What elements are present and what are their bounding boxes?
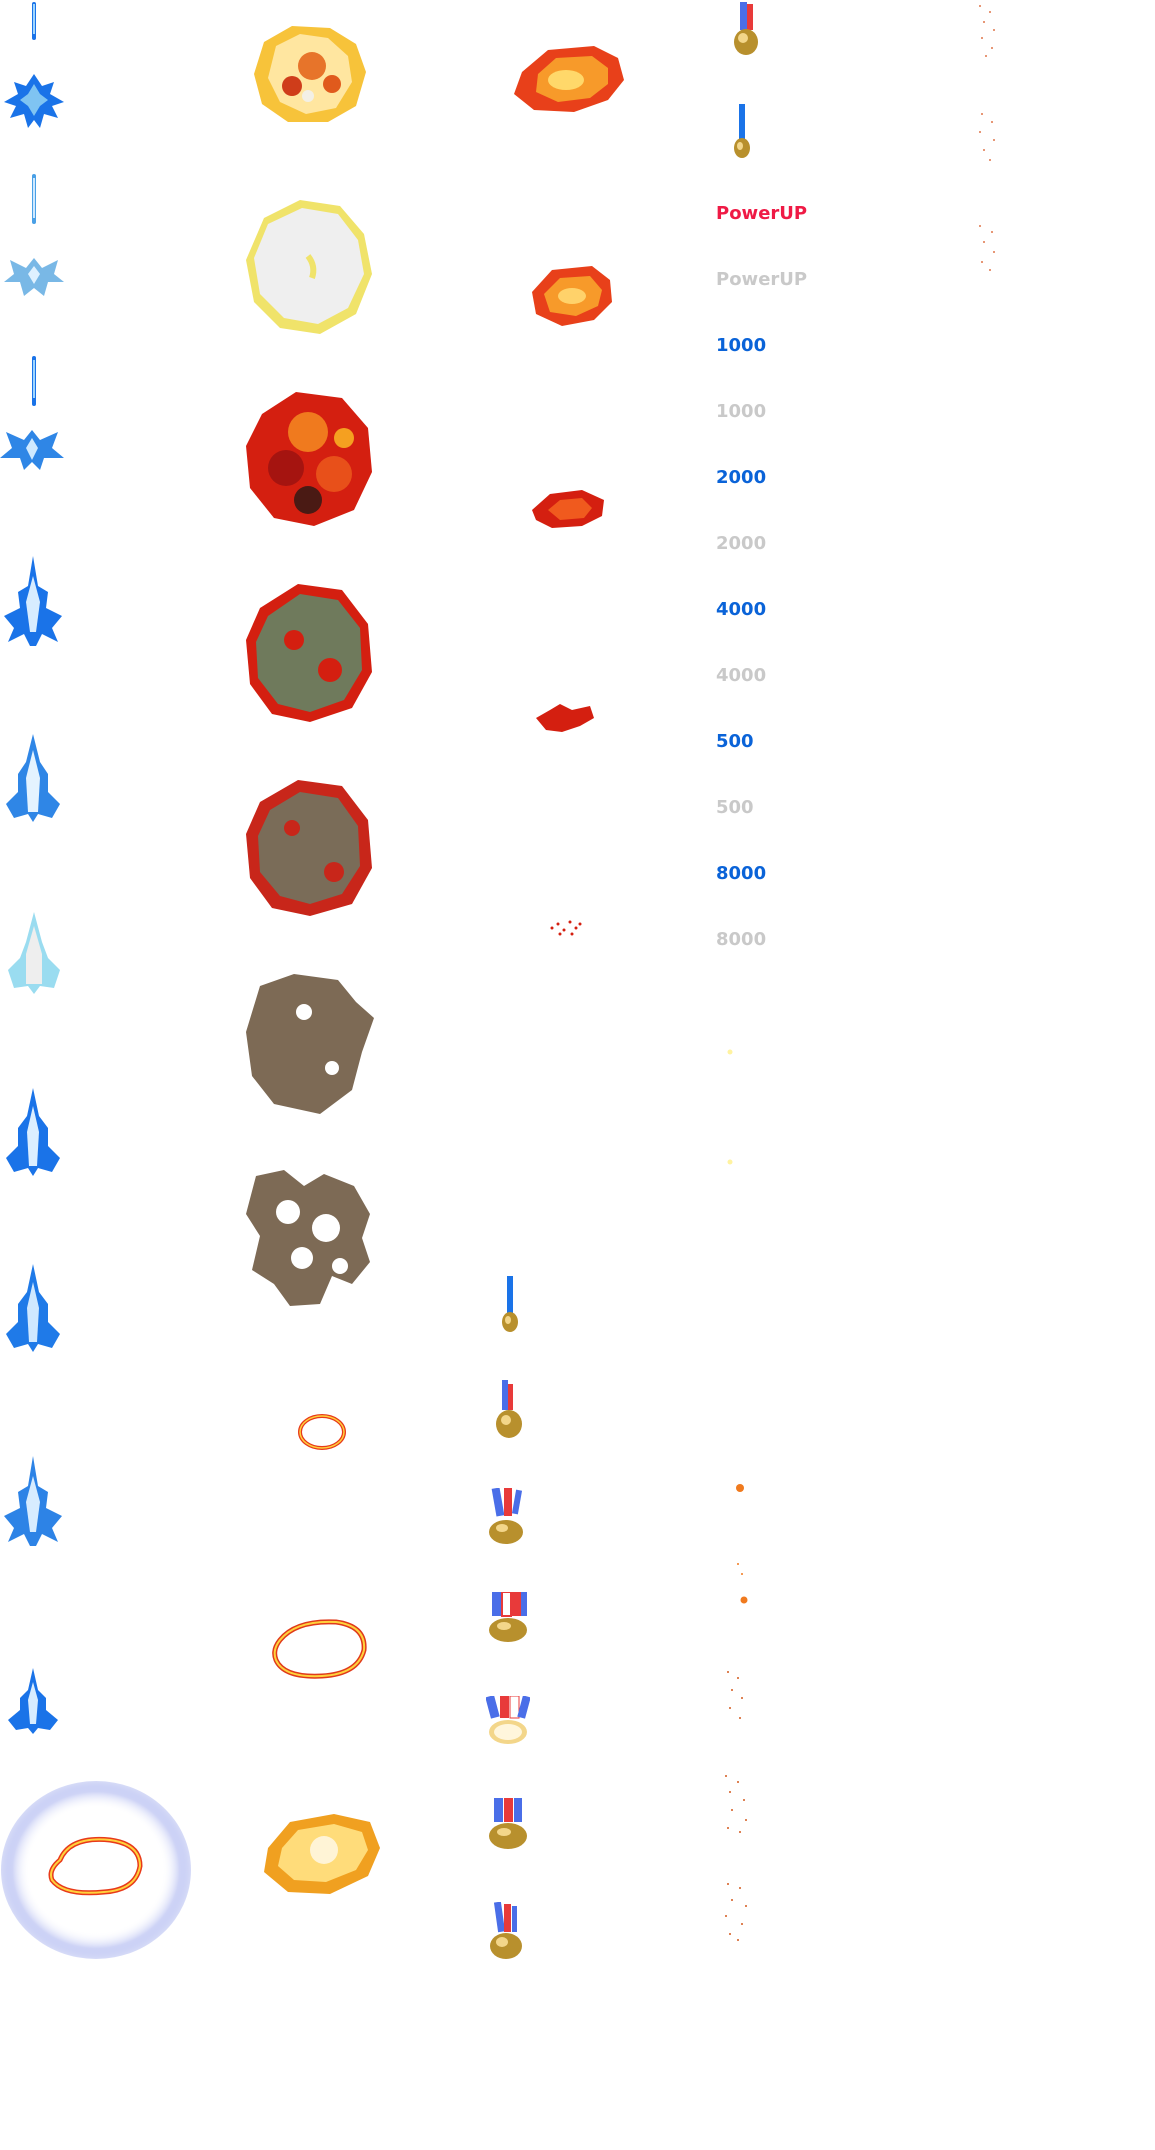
blue-bullet-icon — [32, 356, 36, 406]
blue-fighter-icon — [4, 1456, 62, 1546]
medal-icon — [489, 1798, 527, 1849]
score-label-2000-gray: 2000 — [716, 533, 767, 554]
spark-particles-icon — [550, 920, 582, 936]
medal-icon — [490, 1902, 522, 1959]
spark-particles-icon — [737, 1563, 748, 1604]
score-label-powerup-red: PowerUP — [716, 203, 808, 224]
blue-fighter-icon — [4, 556, 62, 646]
score-label-2000-blue: 2000 — [716, 467, 767, 488]
blue-fighter-icon — [6, 734, 60, 822]
smoke-cloud-icon — [246, 1170, 370, 1306]
fireball-icon — [536, 704, 594, 732]
blue-bullet-icon — [502, 1276, 518, 1332]
shock-ring-icon — [272, 1619, 367, 1679]
blue-bullet-icon — [32, 2, 36, 40]
fireball-icon — [532, 266, 612, 326]
smoke-cloud-icon — [246, 584, 372, 722]
smoke-cloud-icon — [246, 974, 374, 1114]
spark-particles-icon — [727, 1671, 743, 1719]
shock-ring-icon — [298, 1414, 346, 1450]
fireball-icon — [514, 46, 624, 112]
medal-icon — [489, 1488, 523, 1544]
spark-particles-icon — [736, 1484, 744, 1492]
blue-fighter-icon — [4, 258, 64, 296]
score-label-4000-blue: 4000 — [716, 599, 767, 620]
spark-particles-icon — [727, 1049, 733, 1055]
spark-particles-icon — [979, 225, 995, 271]
blue-bullet-icon — [32, 174, 36, 224]
explosion-icon — [246, 392, 372, 526]
spark-particles-icon — [727, 1159, 733, 1165]
score-label-1000-gray: 1000 — [716, 401, 767, 422]
spark-particles-icon — [725, 1883, 747, 1941]
shield-bubble-icon — [1, 1781, 191, 1959]
blue-fighter-icon — [4, 74, 64, 128]
score-label-powerup-gray: PowerUP — [716, 269, 808, 290]
spark-particles-icon — [979, 5, 995, 57]
blue-bullet-icon — [734, 104, 750, 158]
score-label-500-gray: 500 — [716, 797, 754, 818]
medal-icon — [489, 1592, 527, 1642]
score-label-8000-blue: 8000 — [716, 863, 767, 884]
explosion-icon — [246, 200, 372, 334]
score-label-500-blue: 500 — [716, 731, 754, 752]
blue-fighter-icon — [0, 430, 64, 470]
score-label-1000-blue: 1000 — [716, 335, 767, 356]
score-label-8000-gray: 8000 — [716, 929, 767, 950]
explosion-icon — [254, 26, 366, 122]
blue-fighter-icon — [6, 1088, 60, 1176]
smoke-cloud-icon — [246, 780, 372, 916]
fireball-icon — [532, 490, 604, 528]
spark-particles-icon — [979, 113, 995, 161]
medal-icon — [734, 2, 758, 55]
blue-fighter-icon — [8, 912, 60, 994]
medal-icon — [496, 1380, 522, 1438]
explosion-icon — [264, 1814, 380, 1894]
spark-particles-icon — [725, 1775, 747, 1833]
score-label-4000-gray: 4000 — [716, 665, 767, 686]
blue-fighter-icon — [8, 1668, 58, 1734]
medal-icon — [486, 1696, 530, 1744]
blue-fighter-icon — [6, 1264, 60, 1352]
